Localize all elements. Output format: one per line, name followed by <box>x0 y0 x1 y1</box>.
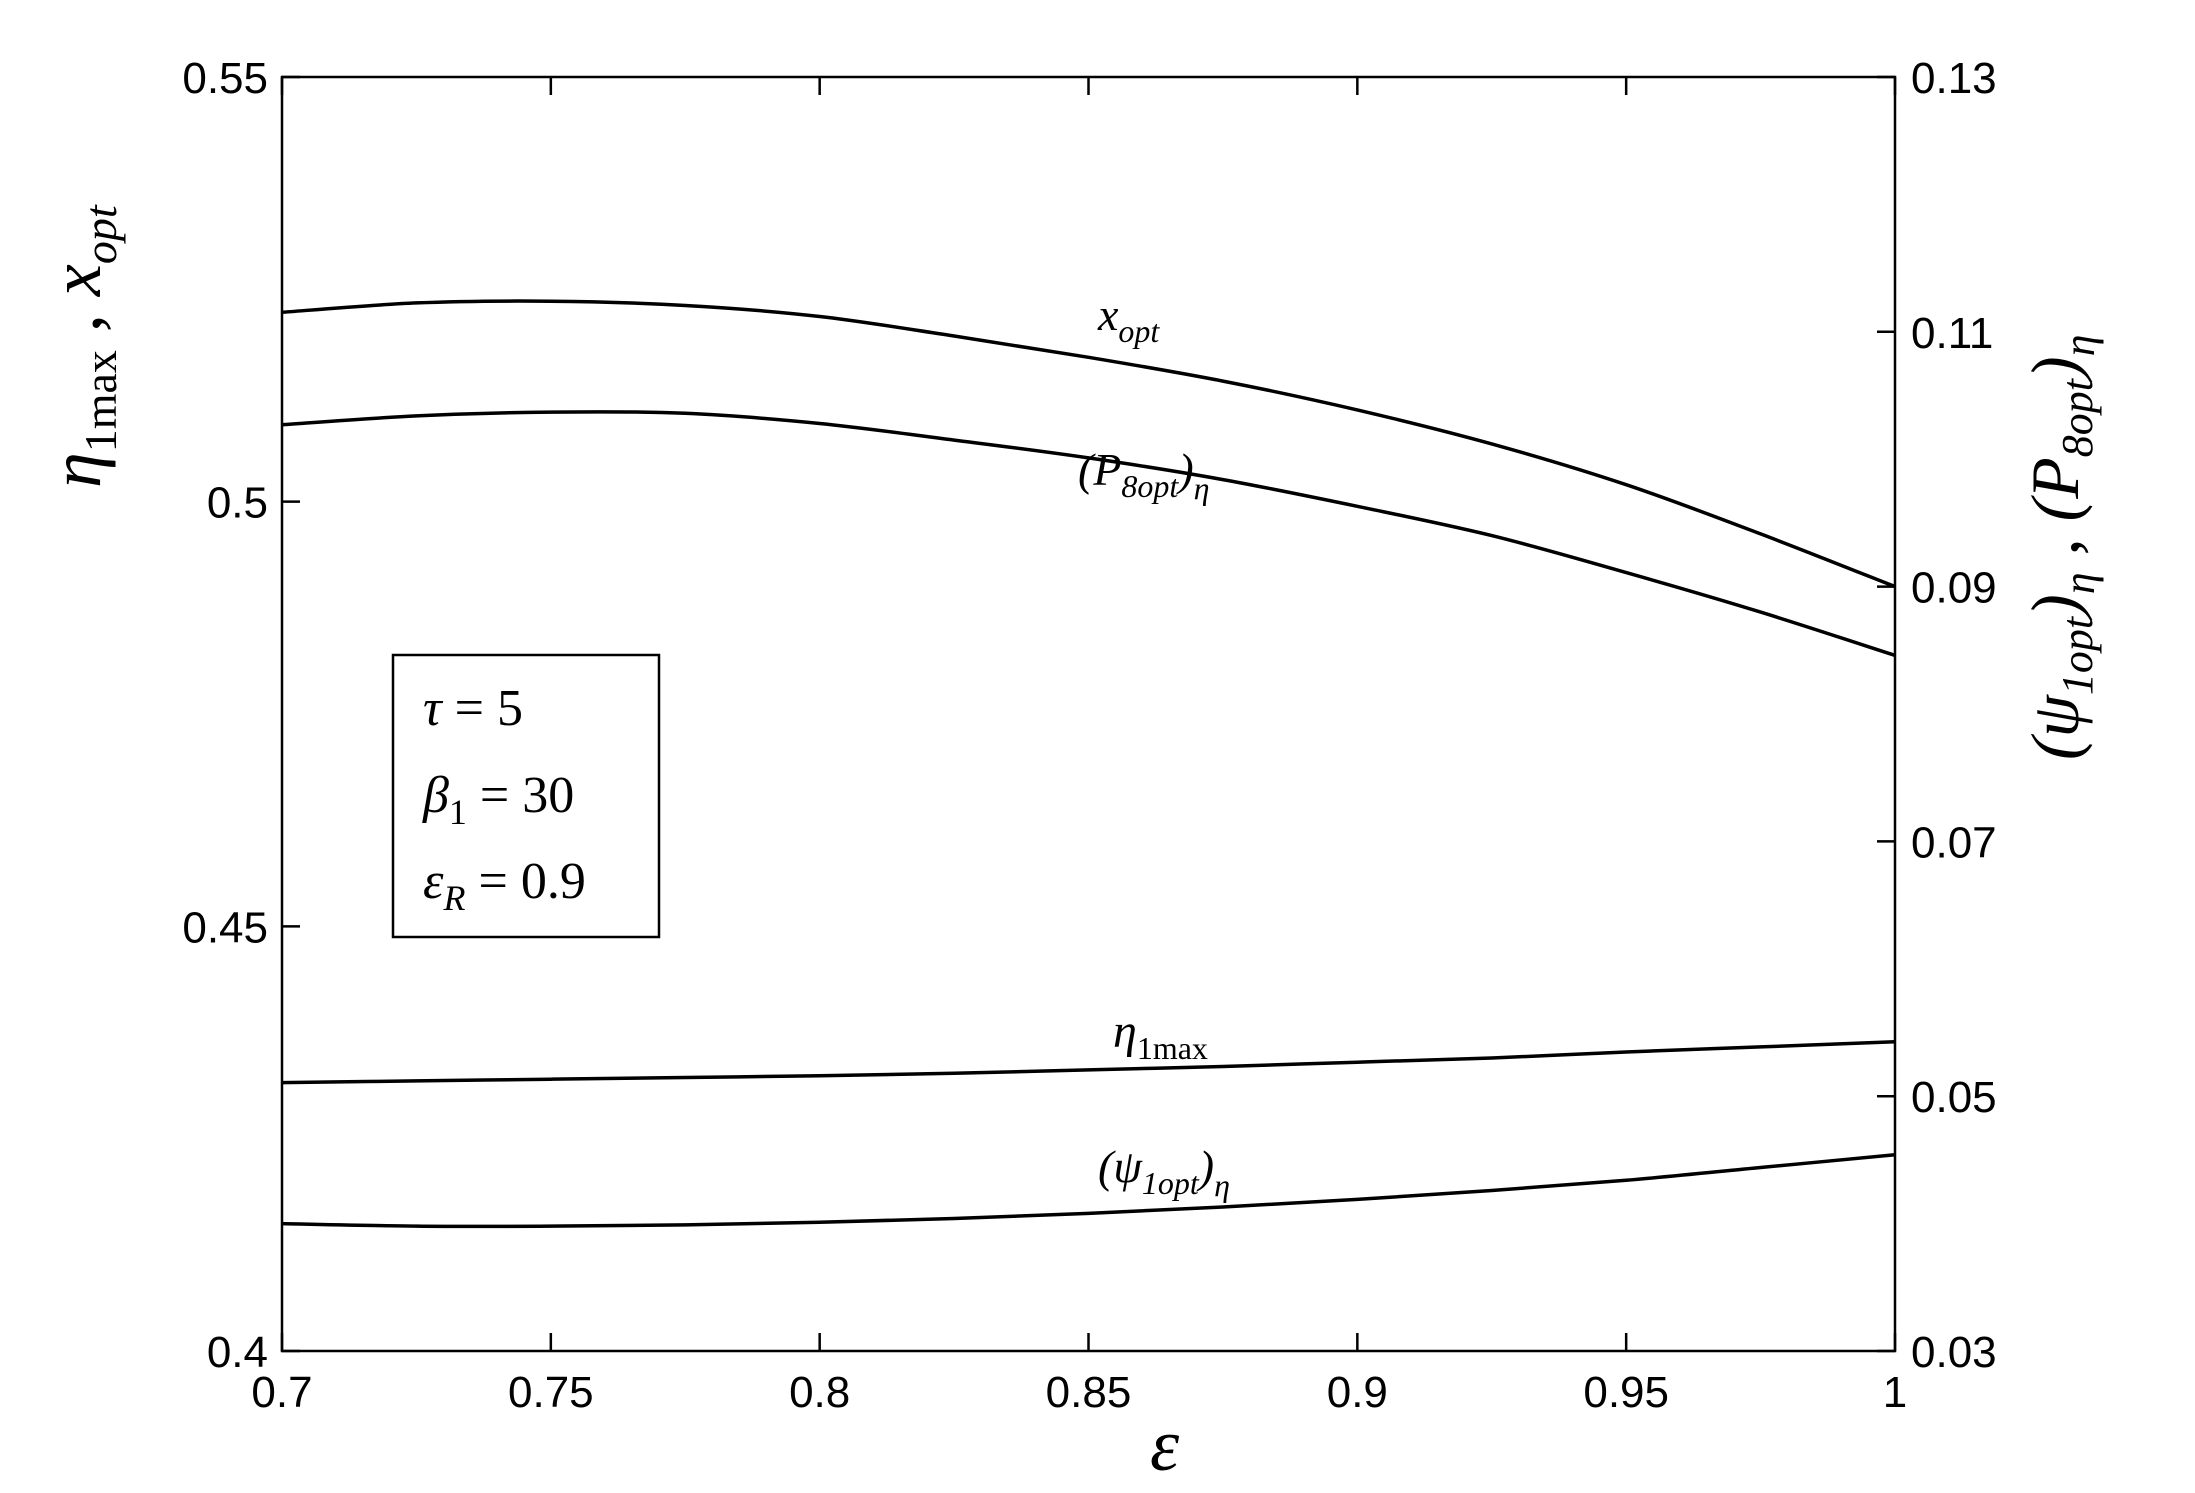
parameter-box: τ = 5 β1 = 30 εR = 0.9 <box>391 653 661 939</box>
y-left-tick-label: 0.45 <box>182 903 268 952</box>
y-right-tick-label: 0.05 <box>1911 1073 1997 1122</box>
x-tick-label: 0.8 <box>789 1368 850 1417</box>
param-epsilon-r: εR = 0.9 <box>423 853 586 918</box>
series-line-0 <box>281 299 1896 589</box>
label-p8opt-eta: (P8opt)η <box>1078 444 1210 506</box>
x-tick-label: 0.75 <box>508 1368 594 1417</box>
y-right-axis-title: (ψ1opt)η , (P8opt)η <box>2017 334 2104 760</box>
y-right-tick-label: 0.09 <box>1911 564 1997 613</box>
y-left-tick-label: 0.55 <box>182 54 268 103</box>
label-x-opt: xopt <box>1097 289 1160 349</box>
x-tick-label: 0.85 <box>1046 1368 1132 1417</box>
x-tick-label: 1 <box>1883 1368 1907 1417</box>
x-tick-label: 0.7 <box>251 1368 312 1417</box>
series-line-2 <box>281 1040 1896 1085</box>
y-left-tick-label: 0.5 <box>207 479 268 528</box>
y-right-tick-label: 0.07 <box>1911 818 1997 867</box>
x-axis-title: ε <box>1150 1405 1180 1487</box>
y-left-tick-label: 0.4 <box>207 1328 268 1377</box>
y-right-tick-label: 0.11 <box>1911 309 1993 358</box>
param-tau: τ = 5 <box>423 680 523 737</box>
y-right-tick-label: 0.13 <box>1911 54 1997 103</box>
ticks: 0.7 0.75 0.8 0.85 0.9 0.95 1 0.4 0.45 0.5 0.55 0.03… <box>182 54 1996 1417</box>
x-tick-label: 0.9 <box>1327 1368 1388 1417</box>
series-line-3 <box>281 1153 1896 1229</box>
x-tick-label: 0.95 <box>1583 1368 1669 1417</box>
plot-frame <box>280 75 1897 1353</box>
label-eta-1max: η1max <box>1113 1005 1208 1066</box>
y-right-tick-label: 0.03 <box>1911 1328 1997 1377</box>
y-left-axis-title: η1max , xopt <box>36 204 126 488</box>
label-psi1opt-eta: (ψ1opt)η <box>1098 1141 1230 1203</box>
series-line-1 <box>281 410 1896 658</box>
series-curves <box>281 299 1896 1229</box>
param-beta1: β1 = 30 <box>422 767 574 832</box>
